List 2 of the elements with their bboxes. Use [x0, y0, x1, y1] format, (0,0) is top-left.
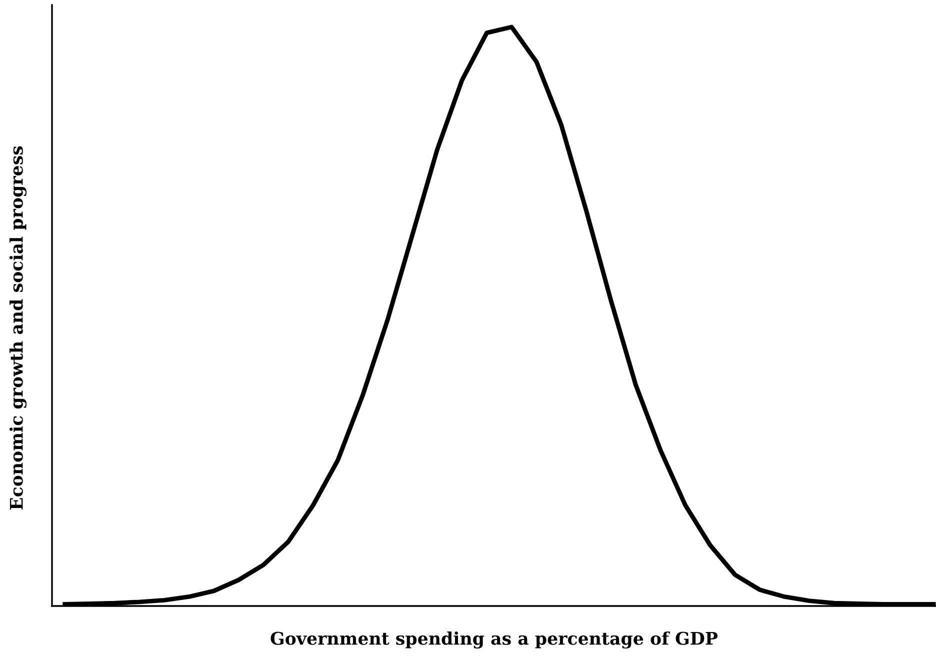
y-axis-title: Economic growth and social progress [9, 146, 27, 510]
x-axis-title: Government spending as a percentage of GDP [270, 631, 718, 649]
